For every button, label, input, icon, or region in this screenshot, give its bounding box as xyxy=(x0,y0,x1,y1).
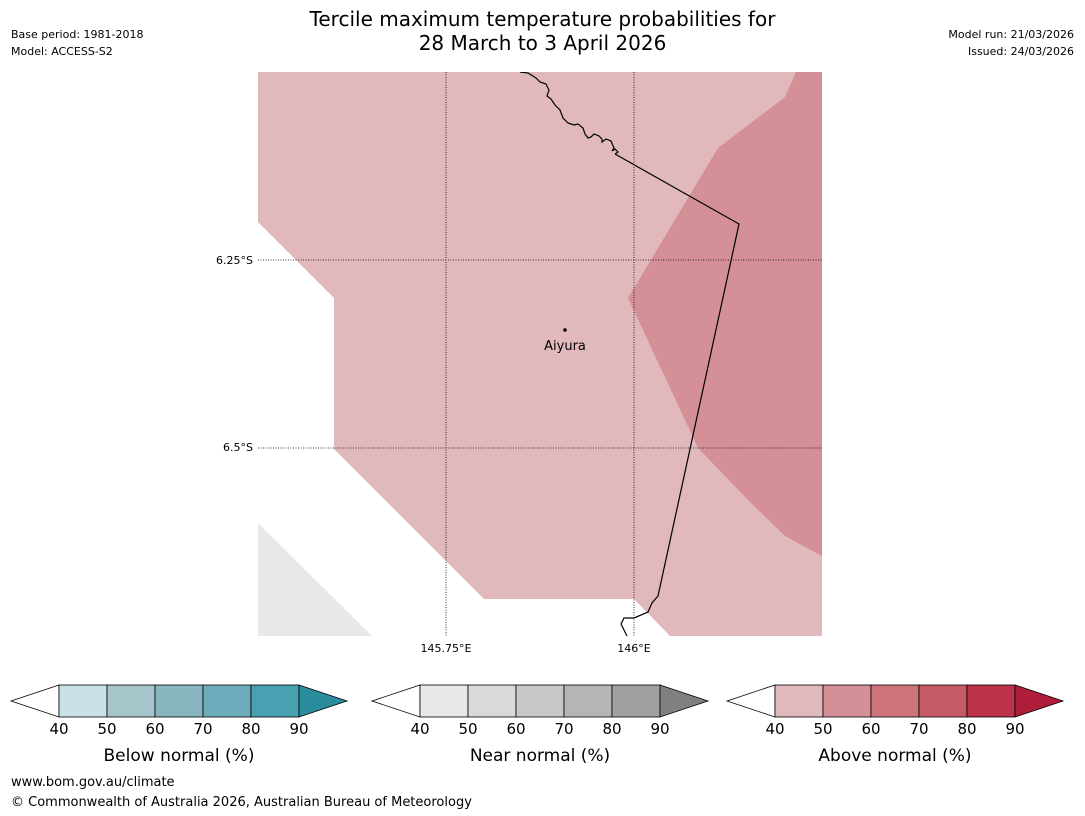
colorbar-segment xyxy=(58,684,108,718)
header-meta-left: Base period: 1981-2018 Model: ACCESS-S2 xyxy=(11,26,143,60)
title-line-2: 28 March to 3 April 2026 xyxy=(418,31,667,55)
colorbar-tick-label: 40 xyxy=(410,720,429,738)
colorbar-segment xyxy=(154,684,204,718)
colorbar-title: Below normal (%) xyxy=(104,746,255,766)
colorbar-tick-label: 70 xyxy=(554,720,573,738)
colorbar-extend-high xyxy=(1014,684,1065,718)
colorbar-tick-label: 90 xyxy=(289,720,308,738)
colorbar-segment xyxy=(250,684,300,718)
colorbar-extend-high xyxy=(298,684,349,718)
page-title: Tercile maximum temperature probabilitie… xyxy=(0,7,1085,55)
map-svg[interactable]: Aiyura xyxy=(258,72,822,636)
footer-copyright: © Commonwealth of Australia 2026, Austra… xyxy=(11,795,472,810)
colorbar-segment xyxy=(822,684,872,718)
coastline xyxy=(519,72,619,155)
colorbar-tick-label: 60 xyxy=(145,720,164,738)
colorbar-tick-label: 80 xyxy=(602,720,621,738)
colorbar-segment xyxy=(106,684,156,718)
colorbar-tick-label: 50 xyxy=(813,720,832,738)
colorbar-segment xyxy=(966,684,1016,718)
model-name: Model: ACCESS-S2 xyxy=(11,45,113,58)
colorbar-tick-label: 70 xyxy=(193,720,212,738)
aiyura-marker[interactable] xyxy=(563,328,567,332)
colorbar-extend-low xyxy=(370,684,421,718)
colorbar-segment xyxy=(774,684,824,718)
model-run: Model run: 21/03/2026 xyxy=(948,28,1074,41)
lon-label-145-75: 145.75°E xyxy=(420,642,472,655)
colorbars: 40 50 60 70 80 90 Below normal (%) 40 50 60 70 80 9… xyxy=(9,684,1065,766)
colorbar-segment xyxy=(611,684,661,718)
colorbar-tick-label: 80 xyxy=(241,720,260,738)
header-meta-right: Model run: 21/03/2026 Issued: 24/03/2026 xyxy=(948,26,1074,60)
issued-date: Issued: 24/03/2026 xyxy=(967,45,1074,58)
colorbar-tick-label: 40 xyxy=(765,720,784,738)
colorbar-tick-label: 40 xyxy=(49,720,68,738)
colorbar-tick-label: 90 xyxy=(1005,720,1024,738)
lat-label-6-5: 6.5°S xyxy=(223,441,253,454)
title-line-1: Tercile maximum temperature probabilitie… xyxy=(309,7,776,31)
colorbar-segment xyxy=(870,684,920,718)
colorbar-title: Near normal (%) xyxy=(470,746,610,766)
colorbar-extend-high xyxy=(659,684,710,718)
graticule xyxy=(258,72,822,636)
lat-label-6-25: 6.25°S xyxy=(216,254,253,267)
colorbar-segment xyxy=(202,684,252,718)
colorbar-tick-label: 50 xyxy=(97,720,116,738)
base-period: Base period: 1981-2018 xyxy=(11,28,144,41)
colorbar-tick-label: 60 xyxy=(506,720,525,738)
colorbar-tick-label: 70 xyxy=(909,720,928,738)
colorbar-tick-label: 90 xyxy=(650,720,669,738)
footer-url[interactable]: www.bom.gov.au/climate xyxy=(11,775,175,790)
above-normal-50-region xyxy=(628,72,822,556)
colorbar-segment xyxy=(467,684,517,718)
colorbar-tick-label: 80 xyxy=(957,720,976,738)
legend-below-normal: 40 50 60 70 80 90 Below normal (%) xyxy=(9,684,349,766)
colorbar-tick-label: 50 xyxy=(458,720,477,738)
near-normal-40-region xyxy=(258,523,372,636)
border-line xyxy=(614,153,740,636)
colorbar-segment xyxy=(515,684,565,718)
legend-above-normal: 40 50 60 70 80 90 Above normal (%) xyxy=(725,684,1065,766)
colorbar-title: Above normal (%) xyxy=(818,746,971,766)
colorbar-segment xyxy=(918,684,968,718)
colorbar-extend-low xyxy=(725,684,776,718)
aiyura-label: Aiyura xyxy=(544,339,586,354)
lon-label-146: 146°E xyxy=(617,642,651,655)
colorbar-segment xyxy=(419,684,469,718)
legend-near-normal: 40 50 60 70 80 90 Near normal (%) xyxy=(370,684,710,766)
colorbar-tick-label: 60 xyxy=(861,720,880,738)
map-panel[interactable]: Aiyura xyxy=(258,72,822,636)
colorbar-segment xyxy=(563,684,613,718)
colorbar-extend-low xyxy=(9,684,60,718)
